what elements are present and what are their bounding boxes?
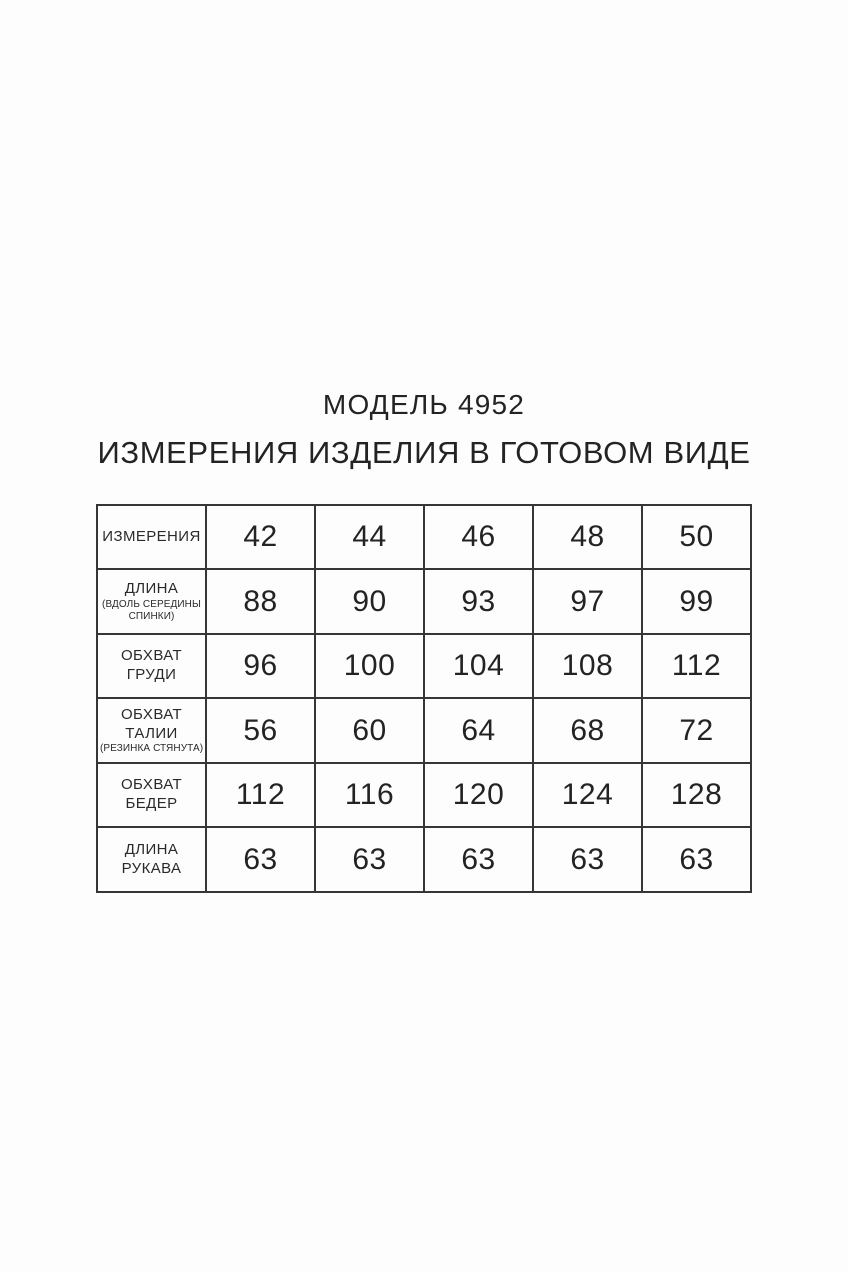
value-cell: 63 [532,826,643,893]
size-header-cell: 46 [423,503,534,571]
size-label: 48 [570,520,605,554]
table-row-length: ДЛИНА (ВДОЛЬ СЕРЕДИНЫ СПИНКИ) 88 90 93 9… [96,568,752,635]
measurement-value: 97 [570,584,605,618]
row-note-line: (РЕЗИНКА СТЯНУТА) [100,743,204,755]
size-label: 46 [461,520,496,554]
value-cell: 63 [423,826,534,893]
value-cell: 108 [532,632,643,700]
size-label: 50 [679,520,714,554]
title-block: МОДЕЛЬ 4952 ИЗМЕРЕНИЯ ИЗДЕЛИЯ В ГОТОВОМ … [0,0,848,471]
measurement-value: 72 [679,713,714,747]
table-row-hips: ОБХВАТ БЕДЕР 112 116 120 124 128 [96,761,752,829]
measurement-value: 120 [452,778,505,812]
measurement-value: 63 [570,842,605,876]
row-label-cell: ОБХВАТ ТАЛИИ (РЕЗИНКА СТЯНУТА) [96,697,207,764]
value-cell: 60 [314,697,425,764]
table-row-sleeve: ДЛИНА РУКАВА 63 63 63 63 63 [96,826,752,893]
measurement-value: 56 [243,713,278,747]
measurement-value: 116 [344,778,395,812]
value-cell: 99 [641,568,752,635]
measurement-value: 63 [461,842,496,876]
measurement-value: 63 [352,842,387,876]
row-note-line: (ВДОЛЬ СЕРЕДИНЫ [102,598,201,610]
table-row-waist: ОБХВАТ ТАЛИИ (РЕЗИНКА СТЯНУТА) 56 60 64 … [96,697,752,764]
value-cell: 93 [423,568,534,635]
value-cell: 128 [641,761,752,829]
measurement-value: 100 [343,649,396,683]
value-cell: 112 [205,761,316,829]
value-cell: 68 [532,697,643,764]
table-header-row: ИЗМЕРЕНИЯ 42 44 46 48 50 [96,503,752,571]
row-note-line: СПИНКИ) [128,610,175,622]
row-label-cell: ОБХВАТ БЕДЕР [96,761,207,829]
measurement-value: 104 [452,649,505,683]
value-cell: 96 [205,632,316,700]
row-label: ОБХВАТ ГРУДИ [120,647,183,684]
size-header-cell: 44 [314,503,425,571]
page-subtitle: ИЗМЕРЕНИЯ ИЗДЕЛИЯ В ГОТОВОМ ВИДЕ [97,434,751,470]
value-cell: 120 [423,761,534,829]
value-cell: 124 [532,761,643,829]
value-cell: 112 [641,632,752,700]
row-label-cell: ДЛИНА РУКАВА [96,826,207,893]
value-cell: 90 [314,568,425,635]
row-label: ОБХВАТ ТАЛИИ [120,705,183,742]
value-cell: 56 [205,697,316,764]
value-cell: 104 [423,632,534,700]
value-cell: 88 [205,568,316,635]
measurement-value: 112 [671,649,722,683]
measurement-value: 108 [561,649,614,683]
value-cell: 63 [314,826,425,893]
size-header-cell: 50 [641,503,752,571]
measurement-value: 128 [670,778,723,812]
value-cell: 116 [314,761,425,829]
measurement-value: 60 [352,713,387,747]
measurement-value: 93 [461,584,496,618]
size-label: 44 [352,520,387,554]
model-title: МОДЕЛЬ 4952 [322,389,526,420]
value-cell: 63 [641,826,752,893]
value-cell: 100 [314,632,425,700]
measurement-value: 124 [561,778,614,812]
measurement-value: 63 [243,842,278,876]
size-label: 42 [243,520,278,554]
value-cell: 63 [205,826,316,893]
measurement-value: 90 [352,584,387,618]
measurements-table: ИЗМЕРЕНИЯ 42 44 46 48 50 ДЛИНА (ВДОЛЬ СЕ… [96,503,752,893]
value-cell: 72 [641,697,752,764]
measurements-header-label: ИЗМЕРЕНИЯ [102,528,201,546]
row-label-cell: ОБХВАТ ГРУДИ [96,632,207,700]
row-label: ДЛИНА РУКАВА [121,840,182,877]
value-cell: 97 [532,568,643,635]
size-header-cell: 42 [205,503,316,571]
measurements-header-cell: ИЗМЕРЕНИЯ [96,503,207,571]
measurement-value: 88 [243,584,278,618]
row-label: ОБХВАТ БЕДЕР [120,776,183,813]
row-label: ДЛИНА [124,580,179,598]
measurement-value: 96 [243,649,278,683]
size-header-cell: 48 [532,503,643,571]
value-cell: 64 [423,697,534,764]
measurement-value: 63 [679,842,714,876]
measurement-value: 68 [570,713,605,747]
row-label-cell: ДЛИНА (ВДОЛЬ СЕРЕДИНЫ СПИНКИ) [96,568,207,635]
measurement-value: 99 [679,584,714,618]
table-row-chest: ОБХВАТ ГРУДИ 96 100 104 108 112 [96,632,752,700]
measurement-value: 64 [461,713,496,747]
measurement-value: 112 [235,778,286,812]
